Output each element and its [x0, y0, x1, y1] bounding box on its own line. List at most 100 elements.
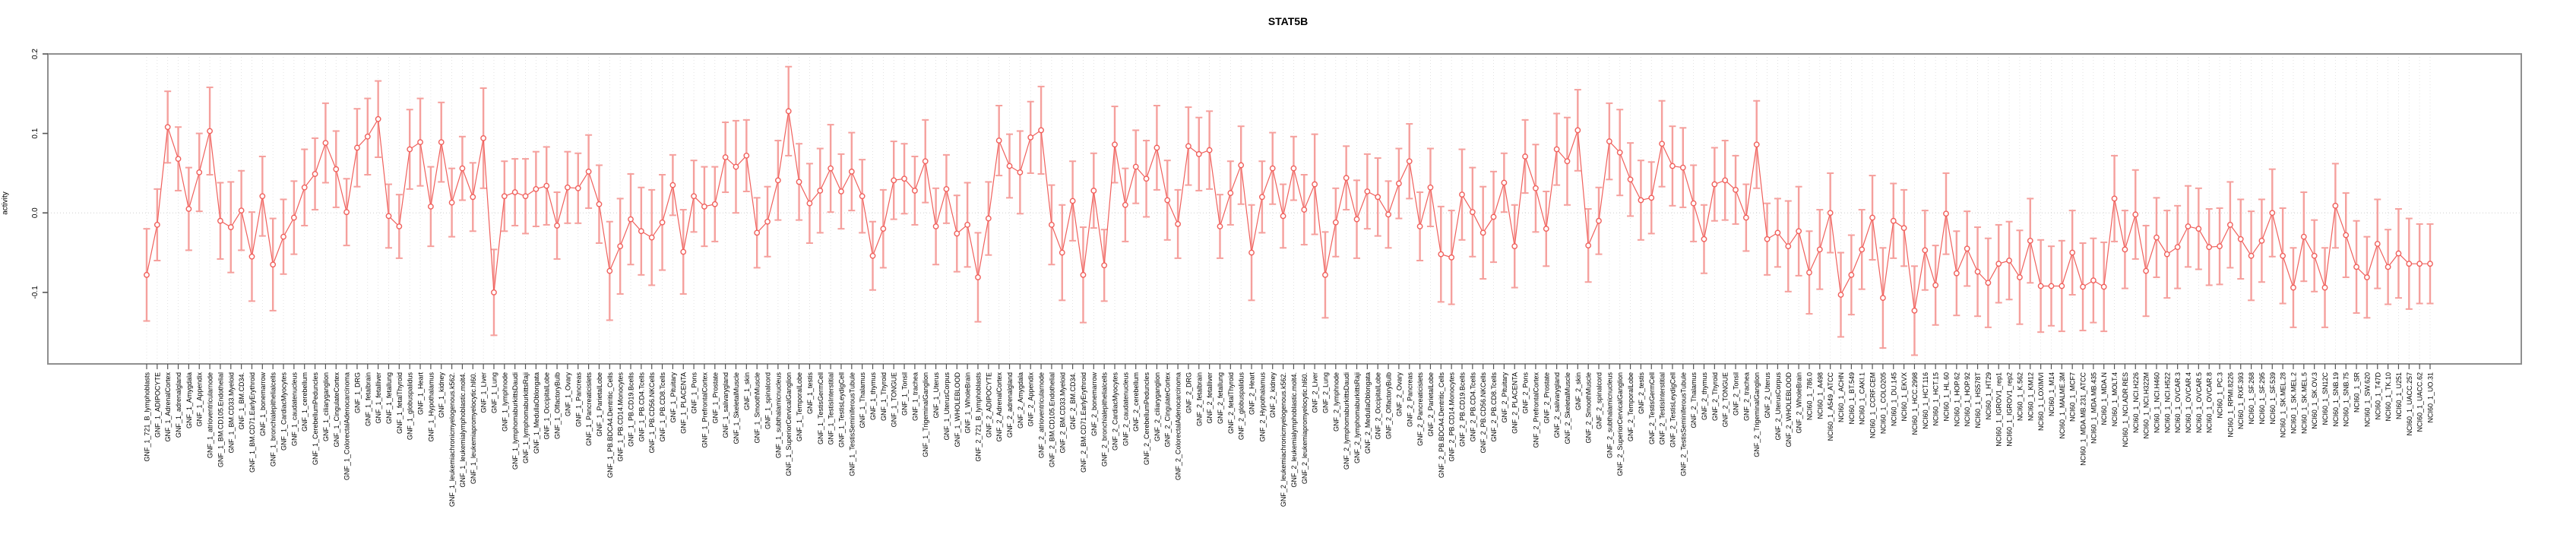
data-point [796, 179, 802, 185]
x-tick-label: GNF_1_BM.CD105.Endothelial [217, 372, 224, 467]
x-tick-label: GNF_2_Appendix [1027, 372, 1035, 427]
data-point [2427, 261, 2433, 267]
data-point [1459, 191, 1465, 198]
data-point [248, 253, 255, 260]
x-tick-label: NCI60_1_T47D [2374, 372, 2381, 420]
x-tick-label: GNF_2_PB.CD19.Bcells [1458, 372, 1466, 447]
data-point [470, 194, 476, 201]
data-point [343, 209, 350, 216]
x-tick-label: GNF_1_Tonsil [901, 372, 909, 416]
data-point [806, 200, 813, 207]
data-point [2154, 234, 2160, 241]
x-tick-label: NCI60_1_HL.60 [1942, 372, 1950, 422]
x-tick-label: GNF_1_CardiacMyocytes [280, 372, 288, 451]
data-point [2122, 246, 2128, 253]
x-tick-label: GNF_1_fetalbrain [364, 372, 372, 426]
x-tick-label: GNF_1_subthalamicnucleus [774, 372, 782, 459]
x-tick-label: GNF_1_kidney [438, 372, 445, 419]
x-tick-label: NCI60_1_UACC.62 [2416, 372, 2424, 432]
data-point [2143, 267, 2150, 274]
x-tick-label: NCI60_1_BT.549 [1848, 372, 1856, 425]
data-point [1238, 162, 1245, 169]
data-point [2300, 233, 2307, 240]
data-point [312, 171, 318, 177]
x-tick-label: GNF_1_Amygdala [185, 372, 193, 428]
x-tick-label: GNF_1_Lung [490, 372, 498, 413]
data-point [2132, 211, 2139, 218]
data-point [1659, 141, 1666, 147]
x-tick-label: GNF_2_CerebellumPeduncles [1143, 372, 1150, 466]
x-tick-label: NCI60_1_SF.295 [2258, 372, 2266, 425]
x-tick-label: GNF_1_TrigeminalGanglion [922, 372, 929, 457]
x-tick-label: GNF_2_Prostate [1543, 372, 1550, 424]
x-tick-label: GNF_2_AdrenalCortex [995, 372, 1003, 442]
x-tick-label: GNF_2_DRG [1185, 372, 1192, 413]
x-tick-label: GNF_1_skin [743, 372, 751, 410]
data-point [2195, 226, 2202, 232]
data-point [511, 189, 518, 195]
chart-title: STAT5B [1267, 15, 1309, 27]
x-tick-label: GNF_2_Thyroid [1711, 372, 1719, 421]
x-tick-label: GNF_2_Amygdala [1017, 372, 1024, 428]
x-tick-label: GNF_1_atrioventricularnode [207, 372, 214, 458]
data-point [680, 248, 687, 255]
data-point [1195, 150, 1202, 157]
x-tick-label: NCI60_1_HOP.92 [1964, 372, 1971, 426]
x-tick-label: GNF_2_Ovary [1395, 372, 1403, 417]
x-tick-label: GNF_2_trachea [1742, 372, 1750, 421]
x-tick-label: GNF_2_TemporalLobe [1627, 372, 1635, 441]
x-tick-label: NCI60_1_RXF.393 [2237, 372, 2245, 429]
x-tick-label: GNF_1_leukemiapromyelocytic.hl60. [470, 372, 477, 484]
x-tick-label: GNF_1_WHOLEBLOOD [954, 372, 961, 447]
data-point [1953, 270, 1960, 277]
data-point [2364, 274, 2370, 280]
data-point [880, 226, 887, 232]
x-tick-label: GNF_2_PB.CD56.NKCells [1479, 372, 1487, 454]
x-tick-label: GNF_2_PB.CD4.Tcells [1469, 372, 1476, 442]
data-point [648, 234, 655, 241]
x-tick-label: NCI60_1_HS578T [1974, 372, 1982, 428]
data-point [1711, 181, 1718, 188]
data-point [932, 223, 939, 229]
data-point [1269, 165, 1276, 172]
x-tick-label: GNF_1_TONGUE [891, 372, 898, 427]
data-point [396, 223, 403, 229]
data-point [1733, 186, 1739, 193]
data-point [1353, 216, 1360, 223]
x-tick-label: GNF_1_MedullaOblongata [533, 372, 540, 454]
x-tick-label: GNF_1_spinalcord [764, 372, 772, 429]
x-tick-label: NCI60_1_MALME.3M [2059, 372, 2066, 439]
x-tick-label: GNF_1_Thyroid [880, 372, 888, 421]
x-tick-label: GNF_1_Heart [417, 372, 425, 416]
x-tick-label: GNF_1_PB.CD8.Tcells [659, 372, 666, 442]
data-point [785, 108, 792, 115]
y-tick-label: -0.1 [31, 286, 40, 299]
x-tick-label: GNF_1_trachea [911, 372, 919, 421]
x-tick-label: GNF_1_fetalThyroid [396, 372, 403, 434]
data-point [669, 182, 676, 188]
data-point [2343, 232, 2350, 239]
x-tick-label: GNF_2_TestisSeminiferousTubule [1679, 372, 1687, 476]
data-point [1890, 217, 1897, 224]
data-point [1448, 254, 1455, 261]
data-point [1469, 209, 1476, 216]
x-tick-label: GNF_2_ciliaryganglion [1154, 372, 1161, 441]
data-point [1722, 177, 1729, 184]
data-point [1290, 165, 1297, 172]
x-tick-label: GNF_1_Pituitary [669, 372, 677, 423]
x-tick-label: GNF_1_Pancreaticislets [585, 372, 593, 447]
x-tick-label: NCI60_1_SF.268 [2248, 372, 2255, 425]
x-tick-label: NCI60_1_KM12 [2027, 372, 2034, 421]
data-point [828, 165, 834, 172]
data-point [1375, 194, 1381, 201]
data-point [1501, 179, 1508, 186]
x-tick-label: NCI60_1_UO.31 [2427, 372, 2435, 423]
x-tick-label: NCI60_1_OVCAR.8 [2206, 372, 2214, 433]
data-point [2237, 236, 2244, 242]
data-point [1533, 185, 1539, 191]
x-tick-label: NCI60_1_SK.MEL.28 [2280, 372, 2287, 438]
x-tick-label: GNF_1_TestisInterstitial [828, 372, 835, 445]
data-point [638, 228, 644, 235]
x-tick-label: NCI60_1_OVCAR.3 [2174, 372, 2182, 433]
x-tick-label: GNF_2_TestisGermCell [1648, 372, 1656, 444]
